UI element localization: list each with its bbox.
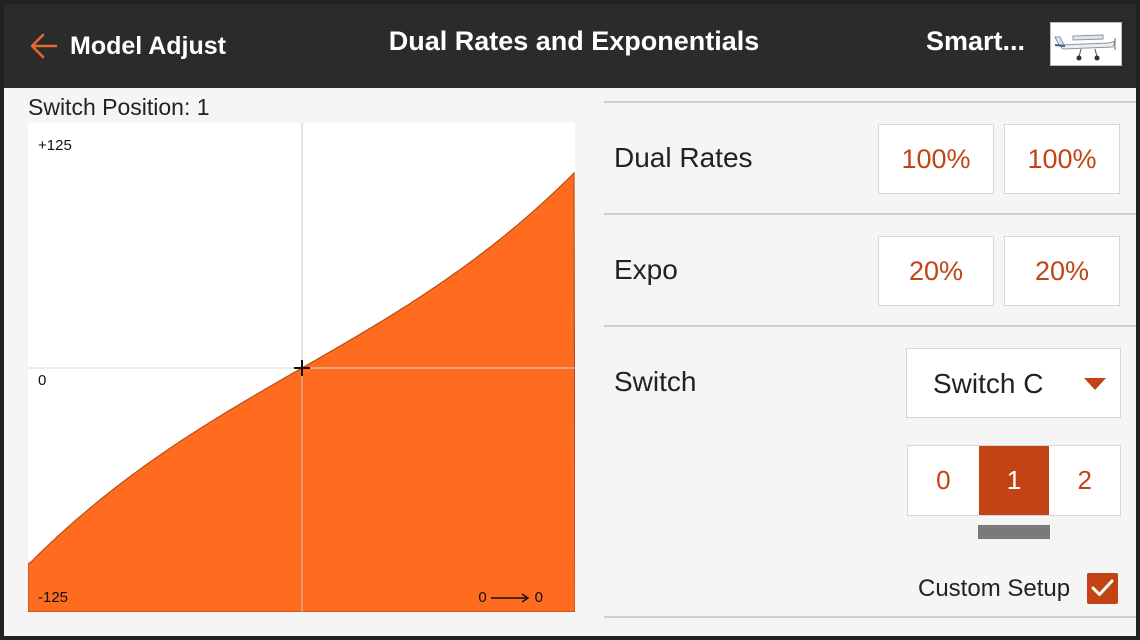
expo-curve-graph: +125 0 -125 0 0	[28, 123, 575, 612]
switch-position-2-button[interactable]: 2	[1077, 465, 1092, 495]
active-position-indicator	[978, 525, 1050, 539]
divider	[604, 101, 1136, 103]
switch-position-label: Switch Position: 1	[28, 94, 210, 120]
switch-selected-value: Switch C	[933, 368, 1044, 399]
graph-min-label: -125	[38, 589, 69, 606]
checkmark-icon	[1091, 579, 1114, 596]
back-button[interactable]: Model Adjust	[28, 24, 226, 68]
expo-value-2-button[interactable]: 20%	[1004, 236, 1120, 306]
back-label: Model Adjust	[70, 31, 227, 60]
switch-position-1-button[interactable]: 1	[978, 446, 1050, 515]
model-name: Smart...	[926, 26, 1026, 56]
custom-setup-label: Custom Setup	[918, 575, 1071, 602]
divider	[604, 616, 1136, 618]
switch-label: Switch	[614, 366, 697, 397]
arrow-right-icon	[490, 592, 529, 603]
expo-value-1-button[interactable]: 20%	[878, 236, 994, 306]
title-bar: Model Adjust Dual Rates and Exponentials…	[4, 4, 1136, 88]
divider	[604, 213, 1136, 215]
output-value: 0	[534, 589, 543, 606]
dual-rates-label: Dual Rates	[614, 142, 753, 173]
crosshair-marker	[294, 360, 310, 376]
screen: Model Adjust Dual Rates and Exponentials…	[4, 4, 1136, 636]
dual-rates-value-2-button[interactable]: 100%	[1004, 124, 1120, 194]
switch-position-selector: 0 1 2	[907, 445, 1121, 516]
expo-label: Expo	[614, 254, 678, 285]
custom-setup-checkbox[interactable]	[1087, 573, 1118, 604]
back-arrow-icon	[30, 33, 58, 59]
graph-zero-label: 0	[38, 372, 47, 389]
input-output-readout: 0 0	[478, 589, 543, 606]
switch-select-dropdown[interactable]: Switch C	[906, 348, 1121, 418]
page-title: Dual Rates and Exponentials	[388, 26, 760, 56]
dual-rates-value-1-button[interactable]: 100%	[878, 124, 994, 194]
divider	[604, 325, 1136, 327]
switch-position-0-button[interactable]: 0	[936, 465, 951, 495]
graph-max-label: +125	[38, 137, 72, 154]
dropdown-caret-icon	[1084, 378, 1106, 390]
model-thumbnail-airplane-icon[interactable]	[1050, 22, 1122, 66]
curve-plot	[28, 123, 575, 612]
input-value: 0	[478, 589, 487, 606]
